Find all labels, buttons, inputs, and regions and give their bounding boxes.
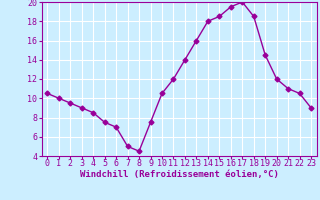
X-axis label: Windchill (Refroidissement éolien,°C): Windchill (Refroidissement éolien,°C) (80, 170, 279, 179)
